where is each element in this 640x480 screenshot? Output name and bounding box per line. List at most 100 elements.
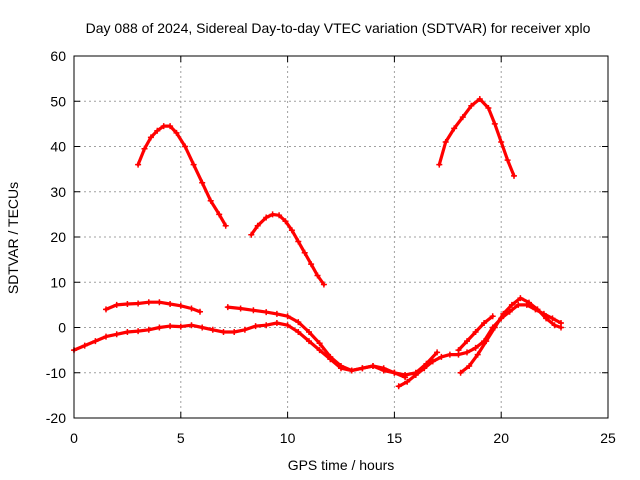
data-point — [92, 338, 99, 345]
data-point — [314, 272, 321, 279]
data-point — [282, 218, 289, 225]
data-point — [156, 324, 163, 331]
data-point — [295, 329, 302, 335]
series-arc-8 — [457, 295, 564, 376]
data-point — [241, 326, 248, 333]
data-point — [455, 347, 462, 354]
data-point — [250, 307, 257, 314]
x-tick-label: 25 — [600, 430, 616, 446]
y-tick-label: 30 — [50, 184, 66, 200]
y-tick-label: 60 — [50, 48, 66, 64]
data-point — [135, 161, 142, 168]
data-point — [508, 301, 515, 308]
data-point — [481, 320, 488, 326]
series-line — [437, 97, 516, 178]
data-point — [459, 114, 466, 121]
data-point — [190, 161, 197, 168]
data-point — [273, 310, 280, 317]
data-point — [500, 310, 507, 317]
data-point — [188, 322, 195, 329]
y-tick-label: 50 — [50, 93, 66, 109]
data-point — [395, 383, 402, 390]
data-point — [167, 323, 174, 330]
data-point — [220, 329, 227, 335]
data-point — [197, 308, 203, 315]
data-point — [306, 338, 312, 345]
data-point — [526, 299, 532, 306]
data-point — [301, 249, 308, 256]
data-point — [252, 323, 259, 330]
data-point — [412, 372, 419, 378]
data-point — [327, 353, 334, 360]
axis-ticks: -20 -10 0 10 20 30 40 50 60 0 5 10 15 20 25 — [46, 48, 616, 446]
y-tick-label: 10 — [50, 274, 66, 290]
chart-title: Day 088 of 2024, Sidereal Day-to-day VTE… — [86, 20, 591, 36]
data-point — [472, 329, 479, 335]
data-point — [145, 326, 152, 333]
series-arc-3 — [436, 96, 517, 179]
data-point — [466, 363, 473, 369]
series-arc-9 — [455, 313, 496, 354]
data-point — [483, 338, 490, 345]
data-point — [199, 324, 206, 331]
data-point — [320, 281, 327, 288]
data-point — [182, 143, 189, 150]
data-point — [216, 211, 223, 218]
series-line — [136, 124, 228, 228]
y-tick-label: 20 — [50, 229, 66, 245]
data-point — [254, 222, 261, 229]
data-point — [308, 261, 315, 268]
data-point — [248, 231, 255, 238]
data-point — [434, 349, 441, 356]
data-point — [338, 363, 344, 369]
data-point — [436, 161, 443, 168]
data-point — [380, 367, 387, 374]
data-point — [288, 227, 295, 234]
data-point — [81, 342, 88, 349]
data-point — [468, 102, 475, 109]
data-point — [558, 324, 564, 331]
series-layer — [71, 96, 564, 390]
data-point — [135, 300, 142, 307]
data-point — [103, 306, 109, 313]
data-point — [167, 301, 174, 307]
data-point — [517, 295, 524, 302]
data-point — [207, 197, 214, 204]
x-tick-label: 15 — [387, 430, 403, 446]
series-arc-2 — [248, 211, 327, 288]
data-point — [188, 305, 195, 312]
data-point — [124, 301, 131, 307]
data-point — [295, 238, 302, 245]
data-point — [464, 338, 470, 345]
data-point — [113, 301, 120, 308]
data-point — [429, 358, 436, 365]
data-point — [222, 222, 229, 229]
x-tick-label: 20 — [493, 430, 509, 446]
series-arc-7 — [395, 301, 564, 390]
data-point — [549, 315, 556, 322]
series-arc-4 — [103, 299, 203, 315]
data-point — [124, 329, 131, 335]
data-point — [177, 323, 184, 330]
data-point — [543, 315, 550, 322]
data-point — [457, 369, 464, 376]
data-point — [491, 324, 498, 331]
data-point — [404, 378, 411, 385]
data-point — [402, 372, 409, 378]
series-line — [226, 305, 439, 377]
data-point — [145, 299, 152, 306]
data-point — [273, 320, 280, 326]
data-point — [177, 302, 184, 309]
data-point — [348, 367, 355, 374]
data-point — [472, 344, 479, 351]
data-point — [263, 309, 270, 316]
data-point — [135, 328, 142, 335]
data-point — [284, 313, 291, 320]
data-point — [173, 129, 180, 136]
series-line — [249, 212, 326, 287]
data-point — [160, 123, 167, 130]
data-point — [370, 363, 376, 369]
y-axis-label: SDTVAR / TECUs — [5, 182, 21, 294]
data-point — [446, 351, 453, 358]
